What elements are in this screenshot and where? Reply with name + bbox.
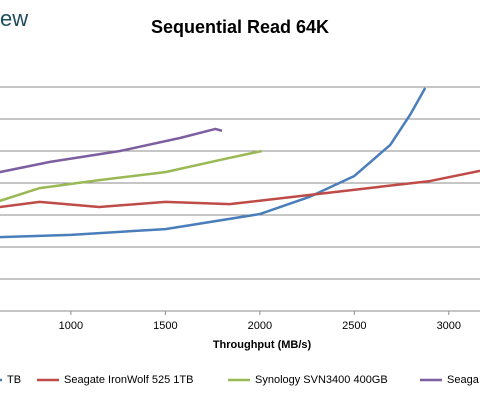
x-tick-label: 3000 xyxy=(437,320,461,332)
x-tick-label: 2000 xyxy=(248,320,272,332)
data-line xyxy=(0,149,262,203)
data-line xyxy=(0,127,223,174)
chart-title: Sequential Read 64K xyxy=(151,17,329,37)
logo: ew xyxy=(0,6,28,31)
data-line xyxy=(0,169,480,209)
legend-label: Seagate IronWolf 525 1TB xyxy=(64,374,193,386)
legend-label: Seaga xyxy=(447,374,480,386)
data-line xyxy=(0,87,427,239)
x-tick-label: 2500 xyxy=(342,320,366,332)
legend-label: TB xyxy=(7,374,21,386)
x-axis-title: Throughput (MB/s) xyxy=(213,339,312,351)
x-tick-label: 1000 xyxy=(59,320,83,332)
legend-label: Synology SVN3400 400GB xyxy=(255,374,388,386)
x-tick-label: 1500 xyxy=(153,320,177,332)
